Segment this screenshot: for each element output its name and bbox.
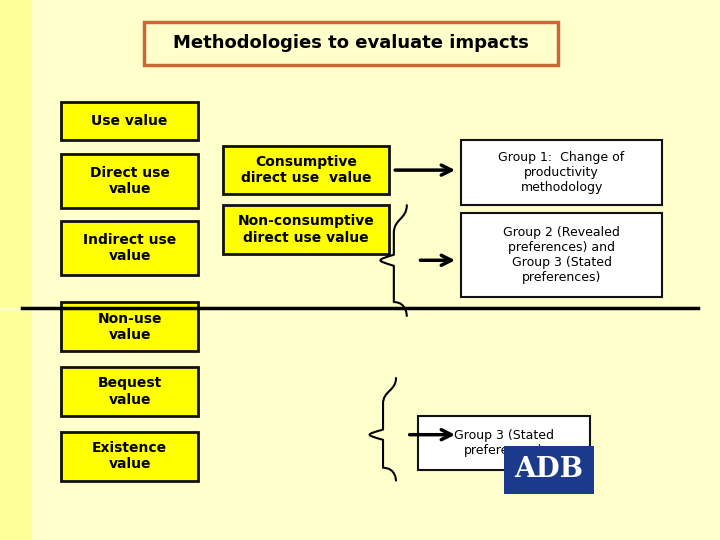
FancyBboxPatch shape xyxy=(61,102,198,140)
FancyBboxPatch shape xyxy=(61,367,198,416)
FancyBboxPatch shape xyxy=(61,154,198,208)
Text: Non-consumptive
direct use value: Non-consumptive direct use value xyxy=(238,214,374,245)
Text: Bequest
value: Bequest value xyxy=(97,376,162,407)
Text: Use value: Use value xyxy=(91,114,168,128)
FancyBboxPatch shape xyxy=(61,302,198,351)
FancyBboxPatch shape xyxy=(504,446,594,494)
FancyBboxPatch shape xyxy=(461,140,662,205)
Text: Indirect use
value: Indirect use value xyxy=(83,233,176,264)
FancyBboxPatch shape xyxy=(223,146,389,194)
Text: Non-use
value: Non-use value xyxy=(97,312,162,342)
Text: Group 3 (Stated
preferences): Group 3 (Stated preferences) xyxy=(454,429,554,457)
Text: Group 2 (Revealed
preferences) and
Group 3 (Stated
preferences): Group 2 (Revealed preferences) and Group… xyxy=(503,226,620,284)
FancyBboxPatch shape xyxy=(223,205,389,254)
FancyBboxPatch shape xyxy=(0,310,32,540)
Text: Consumptive
direct use  value: Consumptive direct use value xyxy=(240,155,372,185)
Text: Direct use
value: Direct use value xyxy=(90,166,169,196)
FancyBboxPatch shape xyxy=(61,221,198,275)
Text: Existence
value: Existence value xyxy=(92,441,167,471)
FancyBboxPatch shape xyxy=(144,22,558,65)
FancyBboxPatch shape xyxy=(418,416,590,470)
Text: Group 1:  Change of
productivity
methodology: Group 1: Change of productivity methodol… xyxy=(498,151,625,194)
FancyBboxPatch shape xyxy=(0,0,32,308)
FancyBboxPatch shape xyxy=(61,432,198,481)
Text: ADB: ADB xyxy=(515,456,583,483)
FancyBboxPatch shape xyxy=(461,213,662,297)
Text: Methodologies to evaluate impacts: Methodologies to evaluate impacts xyxy=(173,34,529,52)
